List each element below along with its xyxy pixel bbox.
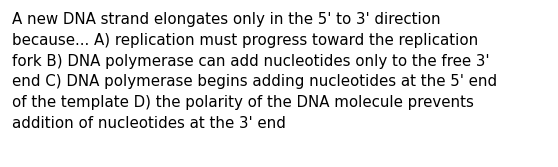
Text: A new DNA strand elongates only in the 5' to 3' direction
because... A) replicat: A new DNA strand elongates only in the 5… [12, 12, 497, 131]
